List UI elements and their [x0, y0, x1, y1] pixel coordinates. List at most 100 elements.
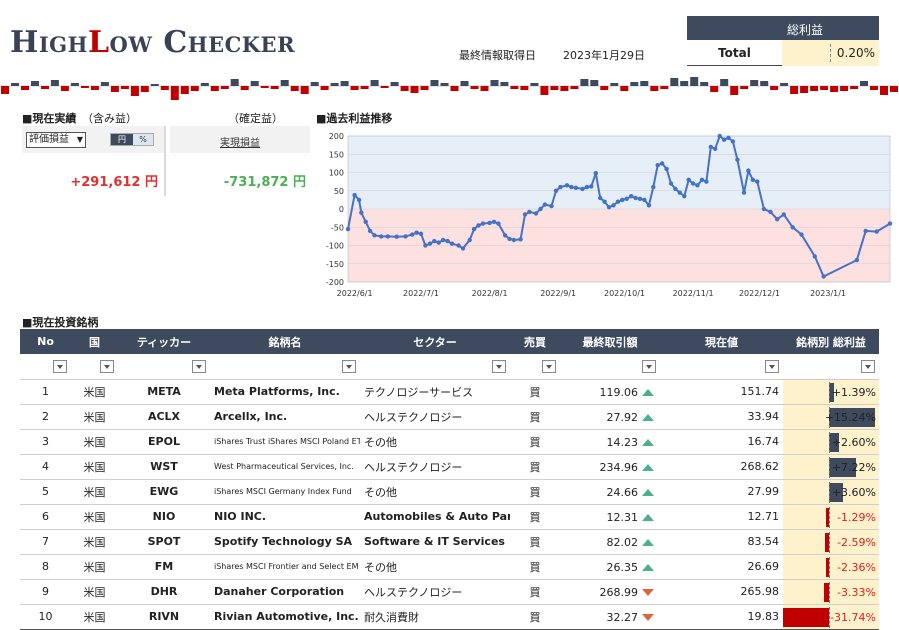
profit-point	[642, 197, 647, 203]
cell-ticker: FM	[118, 554, 210, 580]
profit-point	[686, 177, 691, 182]
table-row[interactable]: 2 米国 ACLX Arcellx, Inc. ヘルステクノロジー買 27.92 33.94…	[20, 404, 879, 430]
x-tick-label: 2022/10/1	[604, 289, 645, 298]
yen-toggle-button[interactable]: 円	[111, 134, 133, 145]
profit-point	[440, 237, 446, 243]
y-tick-label: -200	[326, 278, 344, 287]
cell-ticker: DHR	[118, 579, 210, 605]
profit-point	[790, 225, 795, 230]
sparkline-bar	[200, 83, 209, 86]
realized-pl-link[interactable]: 実現損益	[220, 138, 260, 149]
profit-point	[615, 199, 621, 204]
sparkline-bar	[50, 80, 59, 86]
filter-last-price-button[interactable]	[642, 360, 656, 373]
cell-pl: +3.60%	[783, 479, 879, 505]
cell-no: 4	[20, 454, 71, 480]
profit-point	[385, 234, 390, 239]
cell-side: 買	[510, 404, 560, 430]
col-last-price: 最終取引額	[560, 329, 660, 354]
sparkline-bar	[770, 86, 779, 90]
table-row[interactable]: 9 米国 DHR Danaher Corporation ヘルステクノロジー買 268.9…	[20, 579, 879, 605]
table-row[interactable]: 6 米国 NIO NIO INC. Automobiles & Auto Parts 買 1…	[20, 504, 879, 530]
filter-current-button[interactable]	[765, 360, 779, 373]
cell-side: 買	[510, 379, 560, 405]
cell-name: iShares Trust iShares MSCI Poland ETF	[210, 429, 360, 455]
profit-point	[646, 203, 652, 208]
pl-percent: -1.29%	[837, 510, 876, 524]
col-sector: セクター	[360, 329, 510, 354]
sparkline-bar	[560, 86, 569, 91]
filter-side-button[interactable]	[542, 360, 556, 373]
cell-no: 3	[20, 429, 71, 455]
cell-ticker: RIVN	[118, 604, 210, 630]
profit-point	[781, 212, 786, 217]
profit-point	[761, 206, 767, 212]
unit-toggle[interactable]: 円 %	[110, 133, 154, 146]
profit-sparkline	[0, 77, 899, 100]
sparkline-bar	[440, 83, 449, 86]
filter-sector-button[interactable]	[492, 360, 506, 373]
cell-side: 買	[510, 479, 560, 505]
pl-percent: +3.60%	[831, 485, 876, 499]
profit-point	[538, 206, 543, 212]
sparkline-bar	[460, 81, 469, 86]
profit-point	[445, 238, 450, 244]
filter-name-button[interactable]	[342, 360, 356, 373]
table-row[interactable]: 4 米国 WST West Pharmaceutical Services, Inc.…	[20, 454, 879, 480]
table-row[interactable]: 3 米国 EPOL iShares Trust iShares MSCI Poland…	[20, 429, 879, 455]
profit-point	[511, 237, 517, 243]
sparkline-bar	[670, 78, 679, 86]
cell-ticker: NIO	[118, 504, 210, 530]
cell-current: 27.99	[660, 479, 783, 505]
cell-pl: +15.24%	[783, 404, 879, 430]
profit-point	[682, 194, 687, 199]
filter-ticker-button[interactable]	[192, 360, 206, 373]
sparkline-bar	[850, 86, 859, 89]
profit-point	[569, 184, 574, 190]
cell-sector: Software & IT Services	[360, 529, 510, 555]
profit-point	[379, 234, 384, 239]
profit-point	[874, 229, 879, 234]
col-current: 現在値	[660, 329, 783, 354]
sparkline-bar	[570, 86, 579, 89]
table-row[interactable]: 1 米国 META Meta Platforms, Inc. テクノロジーサービス買 11…	[20, 379, 879, 405]
table-row[interactable]: 10 米国 RIVN Rivian Automotive, Inc. 耐久消費財買 32.…	[20, 604, 879, 630]
pl-percent: -3.33%	[837, 585, 876, 599]
sparkline-bar	[160, 86, 169, 90]
pl-percent: -2.36%	[837, 560, 876, 574]
cell-sector: ヘルステクノロジー	[360, 579, 510, 605]
filter-no-button[interactable]	[53, 360, 67, 373]
sparkline-bar	[600, 86, 609, 90]
cell-sector: ヘルステクノロジー	[360, 404, 510, 430]
pl-type-select[interactable]: 評価損益 ▼	[26, 132, 86, 148]
filter-country-button[interactable]	[100, 360, 114, 373]
col-pl: 銘柄別 総利益	[783, 329, 879, 354]
sparkline-bar	[240, 86, 249, 90]
profit-point	[467, 237, 472, 243]
cell-no: 9	[20, 579, 71, 605]
table-row[interactable]: 7 米国 SPOT Spotify Technology SA Software & I…	[20, 529, 879, 555]
sparkline-bar	[690, 77, 699, 86]
profit-point	[491, 219, 497, 224]
realized-value: -731,872 円	[223, 175, 306, 190]
table-row[interactable]: 5 米国 EWG iShares MSCI Germany Index Fund その他…	[20, 479, 879, 505]
cell-no: 1	[20, 379, 71, 405]
y-tick-label: -50	[331, 223, 344, 232]
table-row[interactable]: 8 米国 FM iShares MSCI Frontier and Select EM…	[20, 554, 879, 580]
unrealized-panel: 評価損益 ▼ 円 % +291,612 円	[22, 126, 166, 196]
sparkline-bar	[550, 86, 559, 90]
profit-point	[573, 185, 579, 190]
cell-current: 265.98	[660, 579, 783, 605]
percent-toggle-button[interactable]: %	[133, 134, 153, 145]
profit-point	[655, 163, 660, 168]
sparkline-bar	[840, 86, 849, 91]
cell-name: iShares MSCI Frontier and Select EM ETF	[210, 554, 360, 580]
sparkline-bar	[730, 86, 739, 95]
profit-point	[746, 168, 751, 173]
cell-ticker: WST	[118, 454, 210, 480]
filter-pl-button[interactable]	[861, 360, 875, 373]
profit-point	[637, 196, 643, 201]
profit-point	[593, 171, 598, 176]
sparkline-bar	[380, 86, 389, 88]
cell-country: 米国	[71, 504, 118, 530]
